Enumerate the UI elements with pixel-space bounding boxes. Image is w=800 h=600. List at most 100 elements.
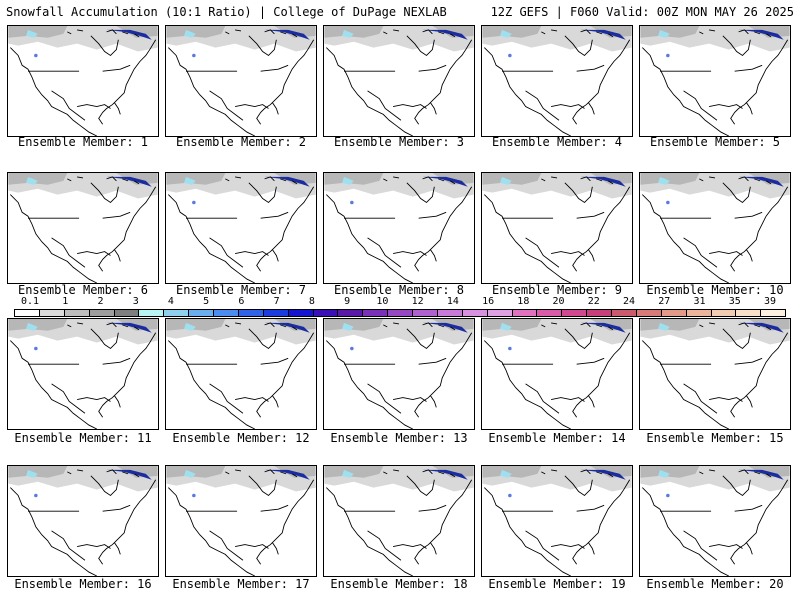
coastline: [699, 469, 772, 478]
coastline: [235, 397, 269, 402]
colorbar-swatch: [338, 310, 364, 316]
colorbar-swatch: [761, 310, 786, 316]
coastline: [383, 176, 456, 185]
snow-light-cyan: [658, 469, 670, 478]
coastline: [209, 237, 244, 268]
colorbar-swatch: [89, 310, 115, 316]
coastline: [525, 530, 560, 561]
colorbar-label: 6: [238, 296, 245, 307]
coastline: [683, 90, 718, 121]
ensemble-map-8: [323, 172, 475, 284]
coastline: [186, 504, 289, 512]
colorbar-label: 3: [132, 296, 139, 307]
coastline: [186, 357, 289, 365]
coastline: [77, 104, 111, 109]
snow-heavy-band: [264, 469, 310, 480]
member-label-3: Ensemble Member: 3: [333, 135, 465, 149]
coastline: [484, 194, 571, 283]
coastline: [683, 237, 718, 268]
coastline: [541, 469, 614, 478]
coastline: [502, 211, 605, 219]
snow-spot: [350, 200, 354, 205]
snow-shading-medium: [166, 466, 316, 478]
coastline: [730, 186, 789, 272]
colorbar-swatches: [14, 309, 786, 317]
map-svg: [482, 466, 632, 576]
ensemble-map-17: [165, 465, 317, 577]
ensemble-map-1: [7, 25, 159, 137]
snow-shading-medium: [8, 26, 158, 38]
map-svg: [166, 319, 316, 429]
coastline: [709, 104, 743, 109]
coastline: [98, 332, 157, 418]
coastline: [709, 544, 743, 549]
ensemble-map-6: [7, 172, 159, 284]
snow-shading-medium: [8, 319, 158, 331]
snow-shading-medium: [166, 319, 316, 331]
member-label-17: Ensemble Member: 17: [172, 577, 310, 591]
colorbar-swatch: [462, 310, 488, 316]
coastline: [430, 102, 437, 115]
colorbar-label: 1: [62, 296, 69, 307]
ensemble-map-2: [165, 25, 317, 137]
coastline: [248, 475, 277, 497]
coastline: [27, 64, 131, 72]
coastline: [551, 104, 585, 109]
colorbar-swatch: [537, 310, 563, 316]
coastline: [722, 328, 751, 350]
member-label-2: Ensemble Member: 2: [175, 135, 307, 149]
coastline: [168, 194, 255, 283]
coastline: [746, 542, 753, 555]
coastline: [699, 176, 772, 185]
colorbar-swatch: [512, 310, 538, 316]
coastline: [660, 211, 763, 219]
snow-shading-medium: [640, 173, 790, 185]
map-svg: [640, 319, 790, 429]
coastline: [660, 504, 763, 512]
coastline: [502, 64, 605, 72]
colorbar-label: 18: [517, 296, 530, 307]
member-label-7: Ensemble Member: 7: [175, 283, 307, 297]
coastline: [248, 328, 277, 350]
colorbar-label: 8: [308, 296, 315, 307]
member-label-18: Ensemble Member: 18: [330, 577, 468, 591]
coastline: [746, 395, 753, 408]
coastline: [588, 249, 595, 262]
snow-spot: [192, 53, 196, 58]
colorbar-swatch: [238, 310, 264, 316]
coastline: [383, 29, 456, 38]
coastline: [225, 322, 298, 331]
colorbar-swatch: [437, 310, 463, 316]
coastline: [10, 340, 97, 429]
snow-shading-medium: [482, 173, 632, 185]
coastline: [98, 479, 157, 565]
coastline: [709, 251, 743, 256]
coastline: [67, 176, 140, 185]
ensemble-map-19: [481, 465, 633, 577]
coastline: [77, 251, 111, 256]
coastline: [114, 395, 121, 408]
coastline: [256, 186, 315, 272]
snow-light-cyan: [184, 469, 196, 478]
snow-heavy-band: [580, 322, 626, 333]
coastline: [430, 542, 437, 555]
ensemble-map-9: [481, 172, 633, 284]
member-label-6: Ensemble Member: 6: [17, 283, 149, 297]
snow-light-cyan: [658, 322, 670, 331]
colorbar-swatch: [39, 310, 65, 316]
map-svg: [8, 173, 158, 283]
coastline: [730, 479, 789, 565]
run-valid-time: 12Z GEFS | F060 Valid: 00Z MON MAY 26 20…: [490, 5, 794, 19]
snow-light-cyan: [342, 29, 354, 38]
coastline: [699, 29, 772, 38]
snow-light-cyan: [184, 29, 196, 38]
coastline: [564, 182, 593, 204]
coastline: [383, 469, 456, 478]
snow-heavy-band: [264, 322, 310, 333]
coastline: [326, 47, 413, 136]
snow-light-cyan: [342, 176, 354, 185]
map-title: Snowfall Accumulation (10:1 Ratio) | Col…: [6, 5, 447, 19]
coastline: [27, 504, 131, 512]
colorbar-labels: 0.1 1 2 3 4 5 6 7 8 9 10 12 14 16 18 20 22 24 27 31 35 39: [14, 296, 786, 307]
colorbar-swatch: [636, 310, 662, 316]
